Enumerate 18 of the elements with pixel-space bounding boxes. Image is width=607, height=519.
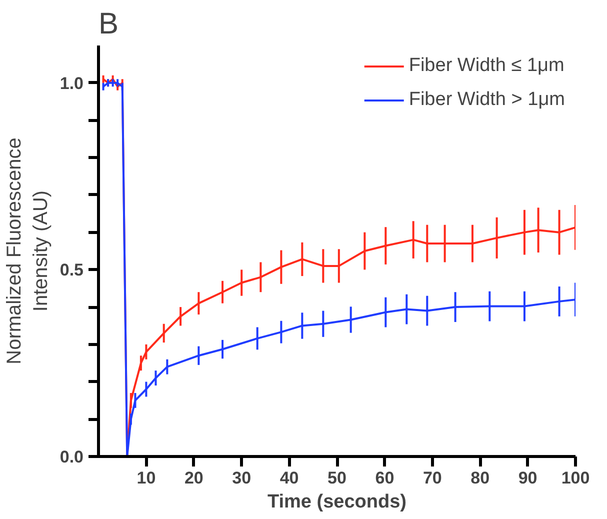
x-tick-label: 80 [470, 468, 490, 488]
x-tick-label: 20 [184, 468, 204, 488]
y-axis-title: Normalized Fluorescence Intensity (AU) [3, 138, 52, 364]
x-tick-label: 40 [280, 468, 299, 488]
x-tick-label: 100 [561, 468, 590, 488]
y-tick-label: 1.0 [60, 74, 84, 93]
x-tick-label: 60 [375, 468, 394, 488]
x-tick-label: 90 [518, 468, 538, 488]
legend-label: Fiber Width ≤ 1μm [408, 55, 564, 77]
x-axis-title: Time (seconds) [267, 492, 407, 512]
chart-title: B [98, 8, 119, 40]
x-tick-label: 50 [328, 468, 346, 488]
y-tick-label: 0.0 [60, 448, 84, 466]
legend-label: Fiber Width > 1μm [408, 89, 565, 111]
x-tick-label: 10 [136, 468, 156, 488]
y-tick-label: 0.5 [60, 260, 84, 280]
x-tick-label: 70 [422, 468, 442, 488]
x-tick-label: 30 [232, 468, 252, 488]
